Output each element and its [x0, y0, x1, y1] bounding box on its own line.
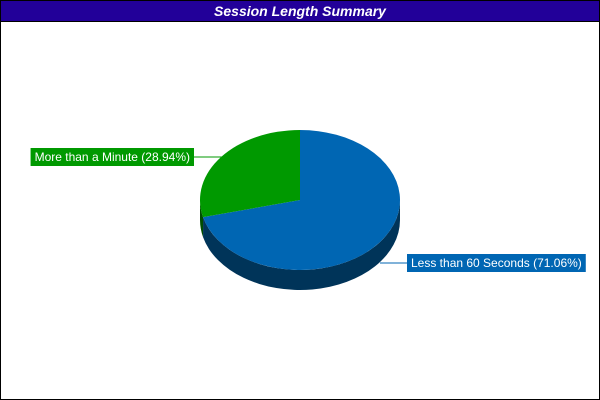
pie-side-1	[200, 200, 204, 238]
pie-slice-1	[199, 130, 300, 218]
pie-slice-0	[203, 130, 400, 270]
chart-title: Session Length Summary	[1, 1, 599, 22]
slice-label-0: Less than 60 Seconds (71.06%)	[411, 256, 582, 270]
slice-label-1: More than a Minute (28.94%)	[35, 150, 190, 164]
slice-label-box-1	[30, 148, 194, 166]
pie-side-0	[203, 200, 400, 291]
slice-label-box-0	[407, 254, 586, 272]
